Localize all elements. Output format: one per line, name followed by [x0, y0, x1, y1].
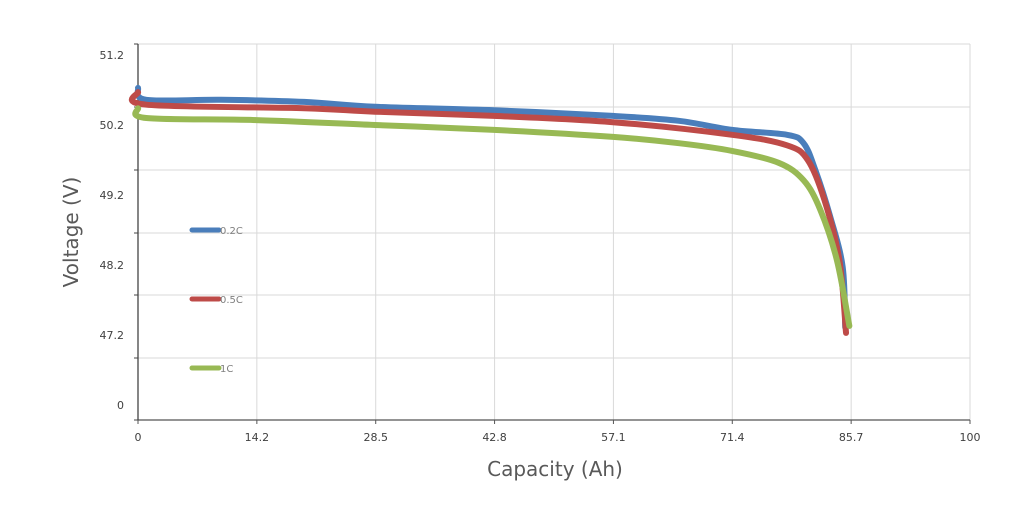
x-tick-label: 0 — [135, 431, 142, 444]
x-tick-label: 28.5 — [363, 431, 388, 444]
axes: 0 14.2 28.5 42.8 57.1 71.4 85.7 100 51.2 50.2 49.2… — [100, 43, 981, 444]
y-tick-label: 51.2 — [100, 49, 125, 62]
x-tick-label: 85.7 — [839, 431, 864, 444]
legend-label: 1C — [220, 364, 233, 375]
y-tick-label: 50.2 — [100, 119, 125, 132]
x-tick-label: 42.8 — [482, 431, 507, 444]
series-line-1C — [132, 105, 853, 329]
series-line-0.2C — [134, 84, 849, 331]
y-tick-label: 49.2 — [100, 189, 125, 202]
x-tick-label: 71.4 — [720, 431, 745, 444]
legend-label: 0.2C — [220, 226, 243, 237]
x-tick-label: 57.1 — [601, 431, 626, 444]
x-axis-title: Capacity (Ah) — [487, 457, 623, 481]
y-tick-label: 0 — [117, 399, 124, 412]
legend-label: 0.5C — [220, 295, 243, 306]
y-tick-label: 47.2 — [100, 329, 125, 342]
y-tick-label: 48.2 — [100, 259, 125, 272]
legend: 0.2C 0.5C 1C — [189, 226, 243, 375]
y-axis-title: Voltage (V) — [59, 177, 83, 288]
series-lines — [128, 84, 853, 336]
series-line-0.5C — [128, 89, 850, 336]
x-tick-label: 100 — [960, 431, 981, 444]
x-tick-label: 14.2 — [245, 431, 270, 444]
